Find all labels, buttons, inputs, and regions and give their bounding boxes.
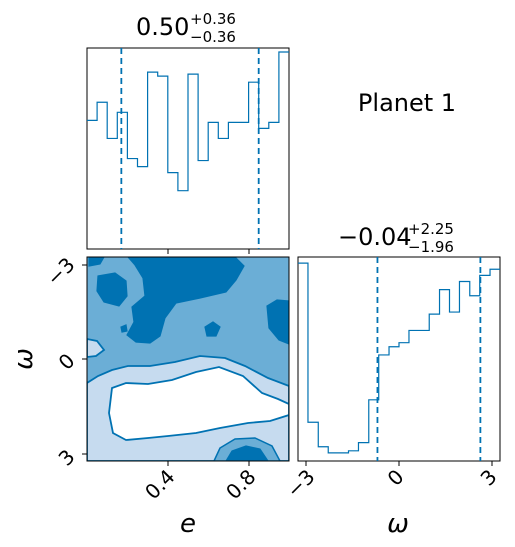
contour-level-2 — [120, 324, 128, 333]
omega-title-minus: −1.96 — [408, 238, 454, 256]
omega-x-tick-label: −3 — [282, 465, 320, 503]
contour-level-2 — [96, 272, 128, 307]
e-title-plus: +0.36 — [190, 10, 236, 28]
x-axis-label-omega: ω — [387, 509, 409, 539]
x-tick-label: 0.4 — [140, 465, 179, 504]
contour-level-2 — [204, 321, 221, 337]
contour-level-2 — [126, 257, 245, 344]
e-title-minus: −0.36 — [190, 28, 236, 46]
contour-fills — [87, 257, 289, 461]
omega-title-median: −0.04 — [338, 223, 412, 251]
omega-histogram-line — [298, 262, 500, 454]
omega-title-plus: +2.25 — [408, 220, 454, 238]
planet-label: Planet 1 — [358, 89, 456, 117]
contour-level-white — [108, 366, 289, 441]
e-title-median: 0.50 — [136, 13, 189, 41]
y-tick-label: 0 — [54, 349, 80, 375]
y-tick-label: 3 — [54, 445, 80, 471]
omega-histogram-panel: −3 0 3 ω −0.04 +2.25 −1.96 — [282, 220, 502, 539]
omega-x-tick-label: 3 — [476, 465, 502, 491]
contour-level-2-bottom — [225, 445, 269, 461]
e-histogram-frame — [86, 47, 290, 250]
contour-level-0 — [87, 338, 106, 358]
contour-level-2 — [88, 257, 105, 267]
y-tick-label: −3 — [42, 253, 80, 291]
omega-title: −0.04 +2.25 −1.96 — [338, 220, 454, 256]
omega-x-tick-label: 0 — [383, 465, 409, 491]
x-axis-label-e: e — [180, 509, 196, 539]
e-title: 0.50 +0.36 −0.36 — [136, 10, 236, 46]
e-histogram-panel: 0.50 +0.36 −0.36 — [86, 10, 290, 254]
y-axis-label-omega: ω — [9, 348, 39, 370]
e-omega-contour-panel: 0.4 0.8 −3 0 3 e ω — [9, 253, 290, 539]
contour-level-2 — [266, 299, 289, 345]
x-tick-label: 0.8 — [221, 465, 260, 504]
